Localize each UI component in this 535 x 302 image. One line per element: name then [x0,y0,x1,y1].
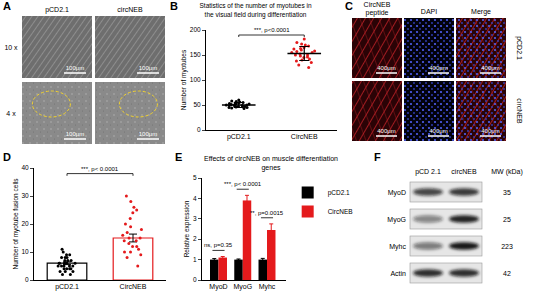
svg-text:1: 1 [193,256,197,263]
svg-text:***, p< 0.0001: ***, p< 0.0001 [81,166,119,172]
svg-text:CircNEB: CircNEB [291,133,318,140]
svg-text:pCD2.1: pCD2.1 [55,283,79,291]
svg-text:150: 150 [190,51,201,58]
svg-text:4 x: 4 x [6,110,16,117]
svg-text:circNEB: circNEB [516,98,523,124]
svg-text:40: 40 [21,164,29,171]
svg-text:CircNEB: CircNEB [120,283,147,290]
svg-text:100μm: 100μm [66,131,84,137]
svg-text:400μm: 400μm [481,128,499,134]
svg-text:pCD2.1: pCD2.1 [45,6,69,14]
html-text:C: C [345,0,353,12]
svg-text:Actin: Actin [390,270,406,277]
svg-text:35: 35 [503,189,511,196]
svg-text:MW (kDa): MW (kDa) [491,168,523,176]
html-text:F: F [374,151,381,163]
svg-text:200: 200 [190,26,201,33]
svg-text:Number of myotube fusion cells: Number of myotube fusion cells [12,178,20,270]
svg-text:400μm: 400μm [429,65,447,71]
html-text:A: A [3,0,11,12]
svg-text:MyoG: MyoG [387,216,406,224]
svg-text:**, p=0.0015: **, p=0.0015 [250,210,284,216]
svg-text:3: 3 [193,215,197,222]
svg-text:400μm: 400μm [481,65,499,71]
svg-text:400μm: 400μm [377,128,395,134]
svg-text:25: 25 [503,216,511,223]
svg-text:223: 223 [501,243,513,250]
svg-text:DAPI: DAPI [421,8,437,15]
svg-text:pCD2.1: pCD2.1 [227,133,251,141]
svg-text:0: 0 [193,276,197,283]
svg-text:***, p<0.0001: ***, p<0.0001 [254,27,290,33]
svg-text:100: 100 [190,76,201,83]
svg-text:Statistics of the number of my: Statistics of the number of myotubes int… [200,2,312,18]
svg-text:0: 0 [197,126,201,133]
svg-text:MyoD: MyoD [388,189,406,197]
html-text:E: E [175,151,183,163]
svg-text:5: 5 [193,174,197,181]
svg-text:ns, p=0.35: ns, p=0.35 [204,242,233,248]
html-text:D: D [3,151,11,163]
svg-text:circNEB: circNEB [117,6,143,13]
svg-text:Myhc: Myhc [259,283,276,291]
svg-text:peptide: peptide [366,9,389,17]
svg-text:50: 50 [193,101,201,108]
svg-text:30: 30 [21,192,29,199]
svg-text:CircNEB: CircNEB [328,208,353,215]
svg-text:100μm: 100μm [139,65,157,71]
svg-text:4: 4 [193,195,197,202]
svg-text:400μm: 400μm [429,128,447,134]
svg-text:circNEB: circNEB [451,168,477,175]
svg-text:Merge: Merge [471,8,491,16]
svg-text:***, p< 0.0001: ***, p< 0.0001 [224,181,262,187]
svg-text:42: 42 [503,270,511,277]
svg-text:pCD2.1: pCD2.1 [515,36,523,60]
svg-text:Effects of circNEB on muscle d: Effects of circNEB on muscle differentia… [204,155,338,172]
svg-text:pCD2.1: pCD2.1 [328,189,350,197]
svg-text:CircNEB: CircNEB [364,1,391,8]
svg-text:0: 0 [25,276,29,283]
html-text:B: B [170,0,178,12]
svg-text:Myhc: Myhc [389,243,406,251]
svg-text:100μm: 100μm [139,131,157,137]
svg-text:2: 2 [193,235,197,242]
svg-text:10: 10 [21,248,29,255]
svg-text:Number of myotubes: Number of myotubes [180,49,188,110]
svg-text:Relative expression: Relative expression [183,200,191,257]
svg-text:20: 20 [21,220,29,227]
svg-text:400μm: 400μm [377,65,395,71]
svg-text:100μm: 100μm [66,65,84,71]
svg-text:pCD 2.1: pCD 2.1 [415,168,441,176]
svg-text:10 x: 10 x [4,44,18,51]
svg-text:MyoG: MyoG [233,283,252,291]
svg-text:MyoD: MyoD [209,283,227,291]
